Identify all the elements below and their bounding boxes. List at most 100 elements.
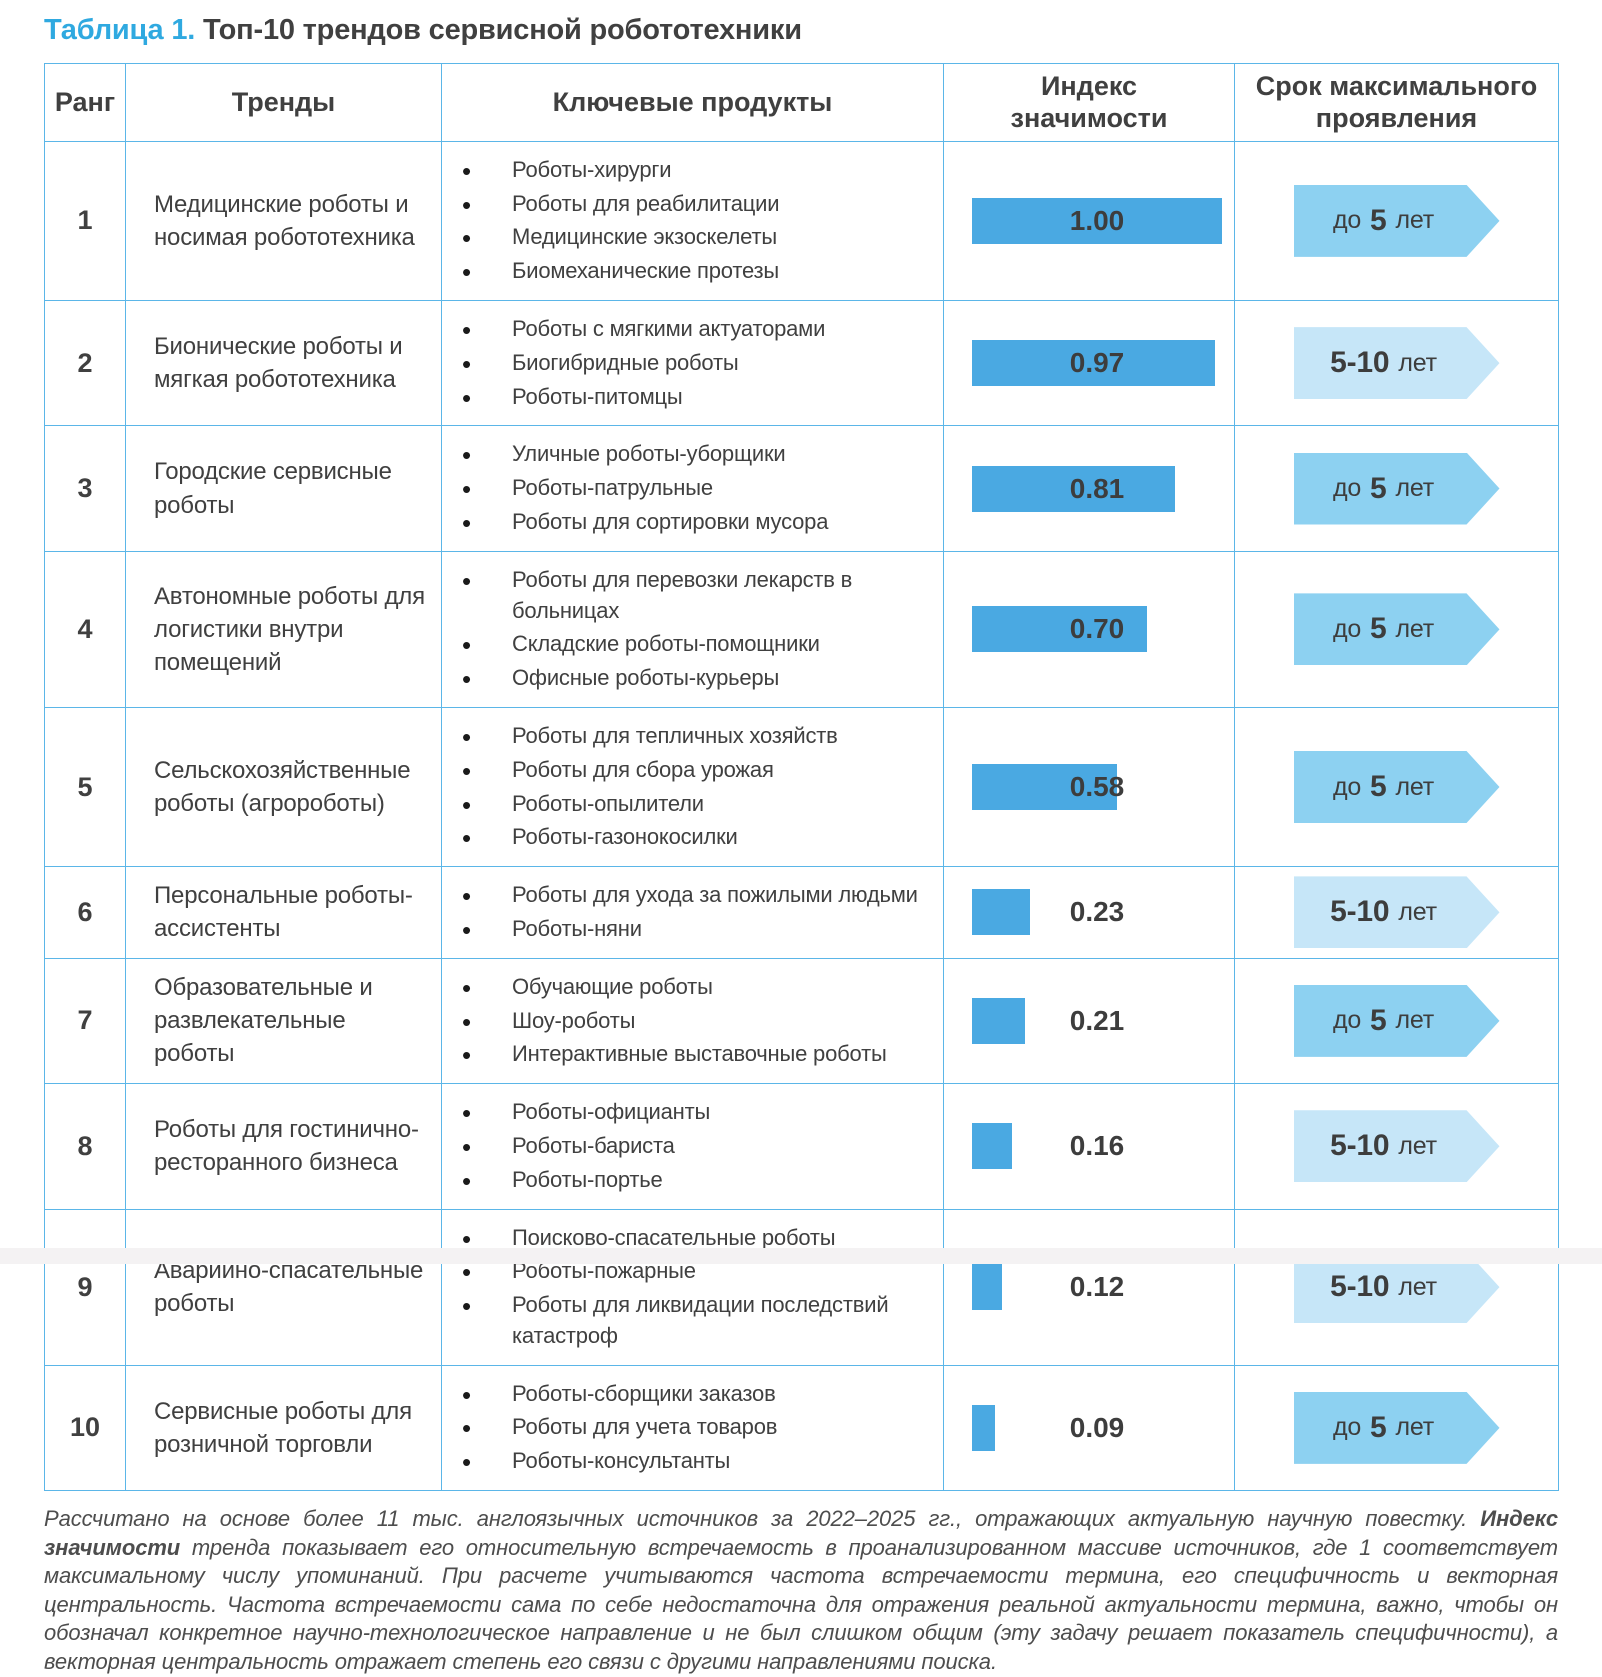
term-bold: 5-10 [1330, 346, 1390, 380]
trend-cell: Образовательные и развлекательные роботы [125, 957, 442, 1085]
index-bar-track: 0.16 [972, 1123, 1222, 1170]
index-value: 0.58 [1069, 771, 1125, 803]
product-item: Роботы-няни [458, 912, 931, 948]
table-row: 10 Сервисные роботы для розничной торгов… [44, 1364, 1559, 1492]
index-bar-track: 1.00 [972, 197, 1222, 244]
trend-cell: Персональные роботы-ассистенты [125, 866, 442, 959]
product-item: Роботы для тепличных хозяйств [458, 719, 931, 755]
term-arrow: 5-10 лет [1293, 876, 1500, 949]
product-item: Поисково-спасательные роботы [458, 1221, 931, 1257]
term-pre: до [1332, 474, 1362, 503]
term-post: лет [1395, 614, 1435, 643]
trend-cell: Медицинские роботы и носимая робототехни… [125, 140, 442, 301]
table-row: 6 Персональные роботы-ассистенты Роботы … [44, 866, 1559, 959]
index-bar-track: 0.09 [972, 1404, 1222, 1451]
index-bar [972, 889, 1030, 936]
term-post: лет [1398, 897, 1437, 926]
product-list: Роботы-сборщики заказовРоботы для учета … [458, 1377, 931, 1481]
table-row: 1 Медицинские роботы и носимая робототех… [44, 140, 1559, 301]
term-bold: 5 [1370, 471, 1387, 505]
product-item: Роботы-бариста [458, 1129, 931, 1165]
product-item: Роботы для учета товаров [458, 1410, 931, 1446]
index-value: 0.97 [1069, 347, 1125, 379]
term-bold: 5 [1370, 1410, 1387, 1444]
products-cell: Роботы для перевозки лекарств в больница… [441, 550, 944, 708]
rank-cell: 7 [44, 957, 126, 1085]
product-item: Биогибридные роботы [458, 346, 931, 382]
table-row: 8 Роботы для гостинично-ресторанного биз… [44, 1083, 1559, 1210]
term-bold: 5 [1370, 770, 1387, 804]
index-bar-track: 0.97 [972, 340, 1222, 387]
index-cell: 0.12 [943, 1208, 1235, 1366]
index-bar-track: 0.12 [972, 1264, 1222, 1311]
rank-cell: 1 [44, 140, 126, 301]
rank-cell: 2 [44, 299, 126, 427]
header-rank: Ранг [44, 63, 126, 142]
term-pre: до [1332, 1006, 1362, 1035]
term-pre: до [1332, 614, 1362, 643]
rank-cell: 5 [44, 706, 126, 868]
product-item: Роботы-сборщики заказов [458, 1377, 931, 1413]
index-cell: 1.00 [943, 140, 1235, 301]
product-item: Биомеханические протезы [458, 254, 931, 290]
trend-cell: Аварийно-спасательные роботы [125, 1208, 442, 1366]
trend-cell: Автономные роботы для логистики внутри п… [125, 550, 442, 708]
rank-cell: 10 [44, 1364, 126, 1492]
product-item: Роботы-хирурги [458, 153, 931, 189]
index-cell: 0.70 [943, 550, 1235, 708]
rank-cell: 4 [44, 550, 126, 708]
term-post: лет [1395, 474, 1435, 503]
table-row: 5 Сельскохозяйственные роботы (агроробот… [44, 706, 1559, 868]
product-list: Обучающие роботыШоу-роботыИнтерактивные … [458, 970, 931, 1074]
term-post: лет [1398, 1272, 1437, 1301]
product-item: Роботы-опылители [458, 787, 931, 823]
index-value: 0.23 [1069, 896, 1125, 928]
term-cell: 5-10 лет [1234, 866, 1559, 959]
rank-cell: 8 [44, 1083, 126, 1210]
rank-cell: 3 [44, 425, 126, 552]
table-header: Ранг Тренды Ключевые продукты Индекс зна… [44, 63, 1559, 142]
index-cell: 0.97 [943, 299, 1235, 427]
products-cell: Роботы-официантыРоботы-баристаРоботы-пор… [441, 1083, 944, 1210]
index-value: 1.00 [1069, 204, 1125, 236]
page-bottom-strip [0, 1248, 1602, 1264]
term-bold: 5-10 [1330, 895, 1390, 929]
product-list: Роботы с мягкими актуаторамиБиогибридные… [458, 312, 931, 416]
product-item: Медицинские экзоскелеты [458, 220, 931, 256]
product-list: Роботы для ухода за пожилыми людьмиРобот… [458, 878, 931, 948]
products-cell: Роботы с мягкими актуаторамиБиогибридные… [441, 299, 944, 427]
table-row: 2 Бионические роботы и мягкая робототехн… [44, 299, 1559, 427]
index-value: 0.70 [1069, 613, 1125, 645]
index-bar [972, 997, 1025, 1044]
trend-cell: Городские сервисные роботы [125, 425, 442, 552]
index-bar [972, 465, 1175, 512]
rank-cell: 9 [44, 1208, 126, 1366]
product-list: Уличные роботы-уборщикиРоботы-патрульные… [458, 437, 931, 541]
trend-cell: Бионические роботы и мягкая робототехник… [125, 299, 442, 427]
products-cell: Роботы-хирургиРоботы для реабилитацииМед… [441, 140, 944, 301]
products-cell: Роботы-сборщики заказовРоботы для учета … [441, 1364, 944, 1492]
index-bar [972, 197, 1222, 244]
term-arrow: до 5 лет [1293, 184, 1500, 257]
term-arrow: до 5 лет [1293, 984, 1500, 1057]
product-item: Роботы для ликвидации последствий катаст… [458, 1288, 931, 1352]
header-trend: Тренды [125, 63, 442, 142]
trend-cell: Сервисные роботы для розничной торговли [125, 1364, 442, 1492]
product-item: Роботы-портье [458, 1163, 931, 1199]
term-cell: 5-10 лет [1234, 1208, 1559, 1366]
product-item: Роботы для сортировки мусора [458, 505, 931, 541]
term-post: лет [1398, 348, 1437, 377]
term-post: лет [1395, 772, 1435, 801]
term-post: лет [1395, 1413, 1435, 1442]
term-cell: до 5 лет [1234, 706, 1559, 868]
index-bar [972, 606, 1147, 653]
index-value: 0.16 [1069, 1130, 1125, 1162]
term-bold: 5-10 [1330, 1270, 1390, 1304]
products-cell: Уличные роботы-уборщикиРоботы-патрульные… [441, 425, 944, 552]
term-cell: до 5 лет [1234, 425, 1559, 552]
term-post: лет [1395, 206, 1435, 235]
term-arrow: до 5 лет [1293, 751, 1500, 824]
term-cell: до 5 лет [1234, 957, 1559, 1085]
index-cell: 0.16 [943, 1083, 1235, 1210]
term-arrow: 5-10 лет [1293, 1110, 1500, 1183]
